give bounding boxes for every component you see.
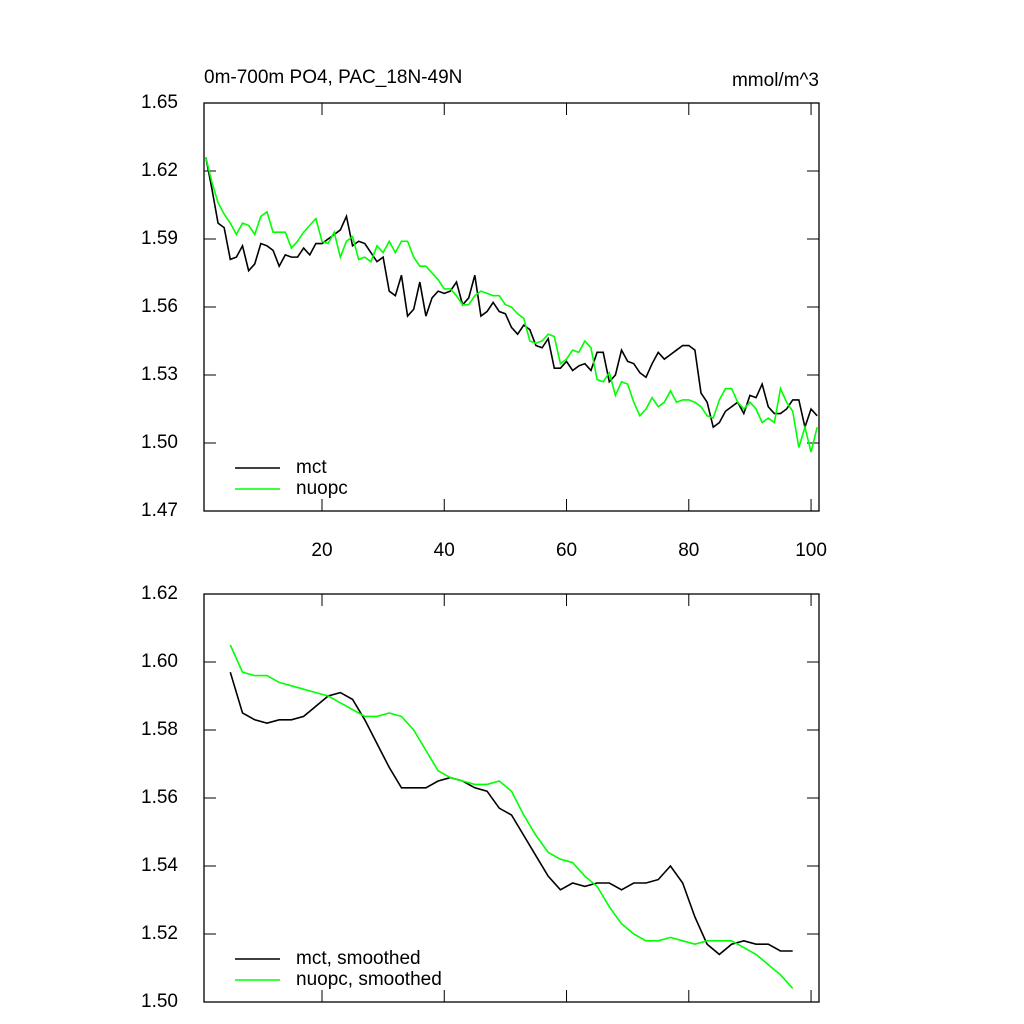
chart-title: 0m-700m PO4, PAC_18N-49N	[204, 67, 462, 88]
legend-label: nuopc	[296, 478, 348, 499]
y-tick-label: 1.50	[141, 432, 178, 453]
y-tick-label: 1.62	[141, 160, 178, 181]
y-tick-label: 1.56	[141, 296, 178, 317]
data-line	[205, 157, 818, 453]
y-tick-label: 1.54	[141, 855, 178, 876]
legend-label: mct	[296, 457, 327, 478]
data-line	[205, 157, 818, 431]
y-tick-label: 1.47	[141, 500, 178, 521]
x-tick-label: 80	[678, 540, 699, 561]
y-tick-label: 1.53	[141, 364, 178, 385]
y-tick-label: 1.58	[141, 719, 178, 740]
x-tick-label: 40	[434, 540, 455, 561]
legend-label: nuopc, smoothed	[296, 969, 442, 990]
y-tick-label: 1.50	[141, 991, 178, 1012]
y-tick-label: 1.59	[141, 228, 178, 249]
x-tick-label: 60	[556, 540, 577, 561]
x-tick-label: 20	[311, 540, 332, 561]
x-tick-label: 100	[795, 540, 827, 561]
y-tick-label: 1.52	[141, 923, 178, 944]
y-tick-label: 1.56	[141, 787, 178, 808]
legend-label: mct, smoothed	[296, 948, 421, 969]
units-label: mmol/m^3	[732, 70, 819, 91]
data-line	[229, 671, 793, 956]
y-tick-label: 1.60	[141, 651, 178, 672]
data-line	[229, 644, 794, 989]
y-tick-label: 1.65	[141, 92, 178, 113]
y-tick-label: 1.62	[141, 583, 178, 604]
